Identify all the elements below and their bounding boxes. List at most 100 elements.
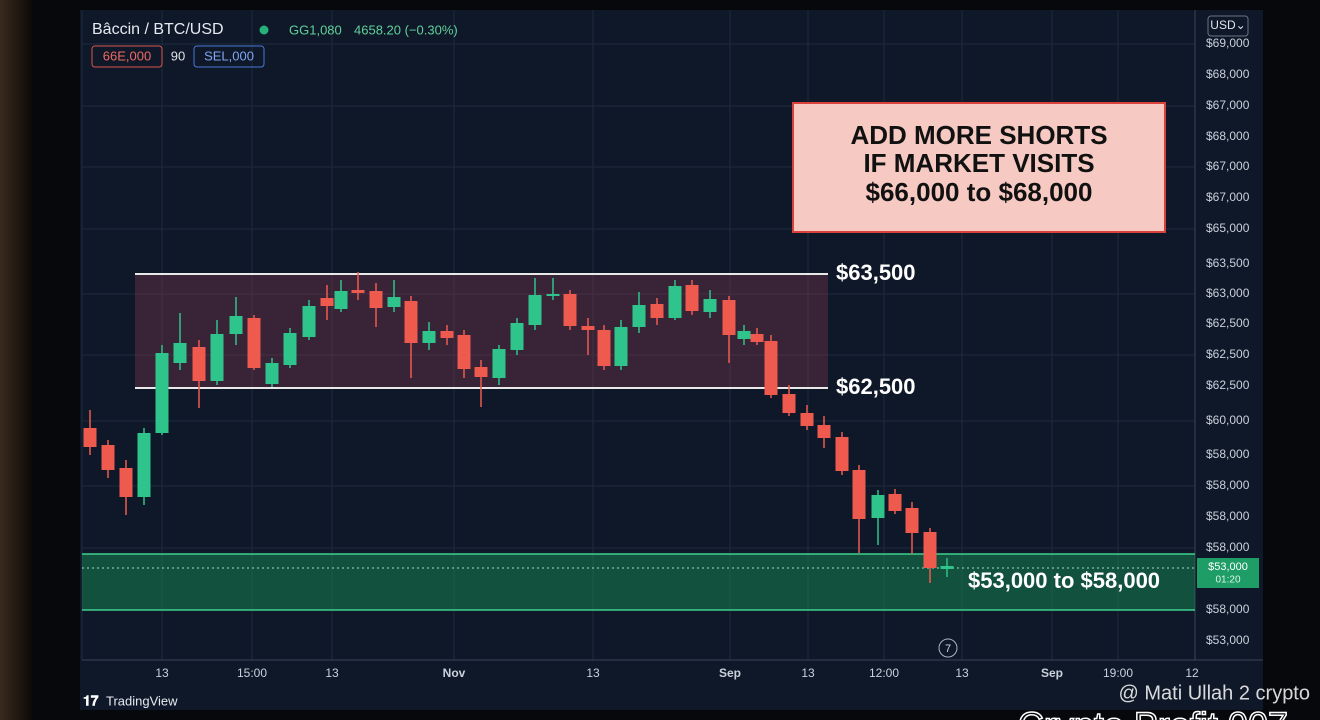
candle-body <box>351 290 365 293</box>
price-tag <box>1197 558 1259 588</box>
range-top-label: $63,500 <box>836 260 916 285</box>
brand: TradingView <box>106 693 178 708</box>
candle-body <box>632 305 646 327</box>
price-label: $67,000 <box>1206 190 1250 204</box>
candle-body <box>387 297 401 307</box>
price-label: $58,000 <box>1206 540 1250 554</box>
candle-body <box>510 323 524 350</box>
candle-body <box>871 495 885 518</box>
currency[interactable]: USD⌄ <box>1210 18 1245 32</box>
watermark: @ Mati Ullah 2 crypto <box>1119 682 1310 704</box>
candle-body <box>563 294 577 326</box>
time-label: 12:00 <box>869 666 899 680</box>
candle-body <box>119 468 133 497</box>
candle-body <box>685 285 699 311</box>
spread: 90 <box>171 48 185 63</box>
candle-body <box>369 291 383 308</box>
price-label: $68,000 <box>1206 67 1250 81</box>
code: GG1,080 <box>289 22 342 37</box>
candle-body <box>192 347 206 381</box>
candle-body <box>440 331 454 338</box>
candle-body <box>528 295 542 325</box>
candle-body <box>492 349 506 378</box>
time-label: 19:00 <box>1103 666 1133 680</box>
price-label: $69,000 <box>1206 36 1250 50</box>
price-label: $62,500 <box>1206 378 1250 392</box>
candle-body <box>173 343 187 363</box>
price-tag-timer: 01:20 <box>1215 575 1240 586</box>
time-label: 15:00 <box>237 666 267 680</box>
buy-button[interactable] <box>193 45 265 68</box>
time-label: 13 <box>325 666 339 680</box>
price-label: $68,000 <box>1206 129 1250 143</box>
time-label: 13 <box>801 666 815 680</box>
candle-body <box>229 316 243 334</box>
price-label: $58,000 <box>1206 602 1250 616</box>
candle-body <box>764 341 778 395</box>
candle-body <box>597 330 611 366</box>
candle-body <box>703 299 717 312</box>
candle-body <box>782 394 796 413</box>
time-axis: 13 15:00 13 Nov 13 Sep 13 12:00 13 Sep 19:00 12 <box>155 666 1199 680</box>
candle-body <box>614 327 628 366</box>
candle-body <box>334 291 348 309</box>
candle-body <box>923 532 937 568</box>
candle-body <box>817 425 831 438</box>
callout-box <box>792 102 1166 233</box>
candle-body <box>302 306 316 337</box>
support-zone <box>82 554 1195 610</box>
time-label: Sep <box>719 666 741 680</box>
candle-body <box>650 304 664 318</box>
sell-button[interactable] <box>91 45 163 68</box>
price-label: $58,000 <box>1206 447 1250 461</box>
candle-body <box>457 335 471 369</box>
candle-body <box>283 333 297 365</box>
time-label: Nov <box>443 666 466 680</box>
candle-body <box>888 494 902 511</box>
candle-body <box>210 334 224 381</box>
candle-body <box>546 294 560 296</box>
currency-button[interactable] <box>1207 15 1249 37</box>
tradingview-logo: 𝟏𝟕 <box>83 693 99 709</box>
price-change: 4658.20 (−0.30%) <box>354 22 458 37</box>
marker-circle[interactable] <box>938 638 958 658</box>
channel-watermark: Crypto Profit 007 <box>1018 705 1288 720</box>
background-wall <box>0 0 32 720</box>
price-label: $58,000 <box>1206 509 1250 523</box>
price-label: $58,000 <box>1206 478 1250 492</box>
candle-body <box>835 437 849 471</box>
marker-label[interactable]: 7 <box>945 643 951 655</box>
callout-line: IF MARKET VISITS <box>863 148 1094 178</box>
candle-body <box>737 331 751 339</box>
candle-body <box>905 508 919 533</box>
candle-body <box>320 298 334 306</box>
candle-body <box>265 363 279 384</box>
status-dot <box>259 25 269 35</box>
price-label: $67,000 <box>1206 98 1250 112</box>
candle-body <box>722 300 736 335</box>
candle-body <box>155 353 169 433</box>
support-zone-label: $53,000 to $58,000 <box>968 568 1160 593</box>
candle-body <box>668 286 682 318</box>
sell-price[interactable]: 66E,000 <box>103 48 151 63</box>
candle-body <box>422 331 436 343</box>
candle-body <box>474 367 488 377</box>
candle-body <box>800 413 814 426</box>
candle-body <box>581 326 595 330</box>
candles <box>83 272 954 583</box>
candle-body <box>940 566 954 569</box>
buy-price[interactable]: SEL,000 <box>204 48 254 63</box>
time-label: 13 <box>155 666 169 680</box>
time-label: 12 <box>1185 666 1199 680</box>
callout-line: $66,000 to $68,000 <box>866 177 1093 207</box>
price-label: $67,000 <box>1206 159 1250 173</box>
price-label: $62,500 <box>1206 347 1250 361</box>
price-label: $63,000 <box>1206 286 1250 300</box>
price-tag-price: $53,000 <box>1208 561 1248 573</box>
callout-line: ADD MORE SHORTS <box>850 120 1107 150</box>
candle-body <box>137 433 151 497</box>
symbol: Bâccin / BTC/USD <box>92 21 224 38</box>
range-bottom-label: $62,500 <box>836 374 916 399</box>
candle-body <box>750 334 764 342</box>
